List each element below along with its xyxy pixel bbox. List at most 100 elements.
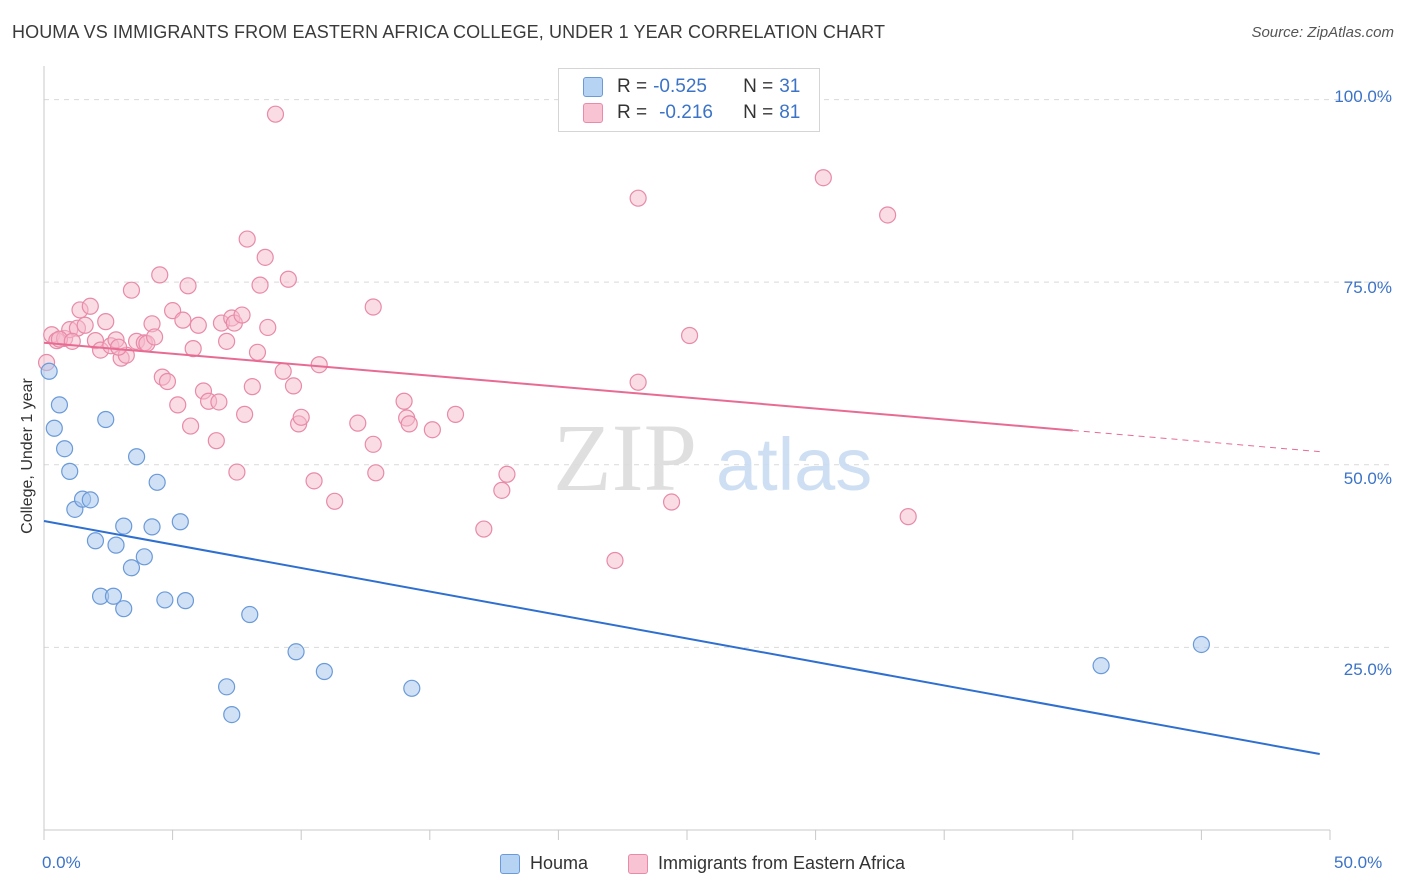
n-label: N =: [743, 102, 774, 123]
y-tick-label-25: 25.0%: [1343, 660, 1392, 679]
point-immigrants: [284, 377, 303, 395]
point-houma: [241, 605, 259, 624]
point-immigrants: [259, 318, 277, 337]
y-tick-label-50: 50.0%: [1343, 469, 1392, 488]
point-houma: [115, 517, 133, 535]
point-immigrants: [251, 276, 269, 294]
houma-legend-swatch: [500, 853, 520, 874]
point-immigrants: [189, 316, 207, 334]
point-immigrants: [629, 373, 647, 391]
gridlines: [44, 99, 1392, 648]
point-houma: [115, 600, 133, 618]
point-houma: [61, 462, 79, 480]
point-immigrants: [680, 326, 699, 345]
point-immigrants: [179, 277, 197, 295]
x-tick-label-max: 50.0%: [1334, 853, 1383, 872]
r-label: R =: [617, 102, 648, 123]
point-immigrants: [243, 378, 261, 396]
point-immigrants: [475, 520, 493, 538]
r-value-houma: -0.525: [653, 76, 707, 97]
point-immigrants: [218, 332, 236, 350]
point-houma: [1192, 635, 1211, 654]
point-houma: [127, 448, 146, 466]
point-immigrants: [182, 417, 200, 435]
point-houma: [315, 662, 333, 681]
watermark-atlas: atlas: [716, 423, 872, 506]
n-value-immigrants: 81: [779, 102, 801, 123]
point-immigrants: [446, 405, 465, 423]
point-immigrants: [145, 328, 164, 346]
x-tick-label-min: 0.0%: [42, 853, 81, 872]
series-immigrants-from-eastern-africa: [37, 105, 917, 570]
point-immigrants: [493, 481, 511, 499]
watermark-zip: ZIP: [553, 404, 697, 511]
point-houma: [143, 518, 161, 536]
point-houma: [97, 410, 115, 429]
point-immigrants: [364, 435, 382, 453]
point-immigrants: [423, 421, 441, 439]
point-houma: [50, 396, 69, 414]
series-houma: [40, 362, 1211, 724]
point-houma: [171, 513, 189, 531]
point-houma: [40, 362, 58, 380]
point-immigrants: [210, 393, 228, 411]
chart-title: HOUMA VS IMMIGRANTS FROM EASTERN AFRICA …: [12, 22, 886, 42]
point-immigrants: [814, 169, 832, 187]
y-tick-label-75: 75.0%: [1343, 278, 1392, 297]
point-immigrants: [400, 415, 418, 433]
y-tick-label-100: 100.0%: [1334, 87, 1392, 106]
point-houma: [104, 587, 123, 605]
point-immigrants: [76, 316, 94, 334]
point-houma: [45, 419, 63, 437]
point-immigrants: [158, 372, 177, 391]
point-houma: [107, 536, 125, 554]
point-immigrants: [109, 338, 128, 356]
point-houma: [122, 559, 141, 577]
point-houma: [223, 705, 241, 724]
point-immigrants: [207, 432, 225, 450]
point-immigrants: [274, 362, 292, 380]
immigrants-legend-swatch: [628, 853, 648, 874]
point-immigrants: [174, 311, 192, 329]
point-houma: [1092, 657, 1110, 675]
point-houma: [287, 643, 305, 661]
trend-line-immigrants: [43, 341, 1073, 432]
n-label: N =: [743, 76, 774, 97]
point-immigrants: [248, 343, 267, 361]
bottom-legend-immigrants: Immigrants from Eastern Africa: [628, 853, 905, 874]
point-immigrants: [63, 332, 81, 350]
legend-row-houma: R = -0.525 N = 31: [583, 75, 800, 99]
point-immigrants: [364, 298, 382, 316]
trend-lines: [43, 341, 1320, 756]
n-value-houma: 31: [779, 76, 801, 97]
point-immigrants: [629, 189, 647, 207]
point-immigrants: [233, 306, 251, 324]
point-immigrants: [151, 266, 169, 284]
point-immigrants: [899, 508, 917, 526]
point-immigrants: [349, 414, 367, 432]
point-houma: [156, 591, 174, 609]
immigrants-legend-label: Immigrants from Eastern Africa: [658, 853, 906, 873]
point-immigrants: [395, 392, 413, 410]
point-houma: [148, 473, 166, 491]
trend-line-houma: [43, 520, 1320, 756]
point-immigrants: [662, 493, 681, 511]
point-houma: [86, 532, 105, 550]
point-immigrants: [169, 396, 187, 414]
r-value-immigrants: -0.216: [659, 102, 713, 123]
bottom-legend-houma: Houma: [500, 853, 588, 874]
legend-row-immigrants: R = -0.216 N = 81: [583, 101, 800, 125]
axes: [43, 66, 1331, 840]
point-immigrants: [498, 465, 516, 483]
point-immigrants: [97, 313, 115, 331]
point-houma: [135, 548, 153, 566]
point-immigrants: [292, 408, 310, 426]
point-houma: [218, 678, 236, 696]
houma-legend-label: Houma: [530, 853, 589, 873]
point-immigrants: [279, 270, 297, 288]
r-label: R =: [617, 76, 648, 97]
point-immigrants: [305, 472, 323, 490]
point-immigrants: [879, 206, 897, 224]
point-houma: [55, 440, 74, 458]
